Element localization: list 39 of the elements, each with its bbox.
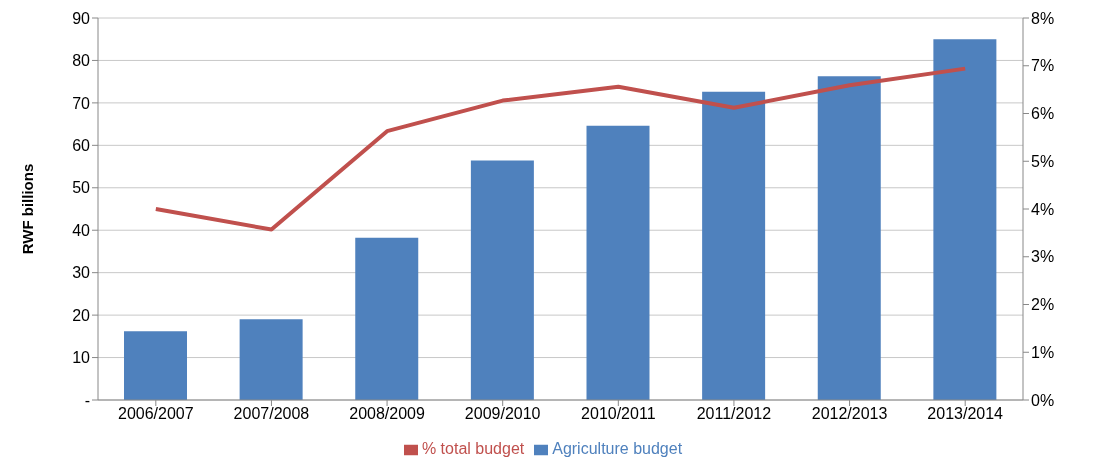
- y-tick-label: 10: [72, 349, 91, 367]
- y-tick-label: 70: [72, 94, 91, 112]
- y-tick-label: 30: [72, 264, 91, 282]
- legend-label: Agriculture budget: [552, 440, 683, 457]
- bar: [817, 76, 881, 400]
- bar: [933, 39, 997, 400]
- bar: [124, 331, 187, 400]
- x-tick-label: 2012/2013: [811, 405, 888, 423]
- bar: [586, 125, 650, 400]
- y2-tick-label: 4%: [1031, 200, 1055, 218]
- y-tick-label: 80: [72, 52, 91, 70]
- y-tick-label: 40: [72, 221, 91, 239]
- legend-label: % total budget: [421, 440, 525, 457]
- y-tick-label: 50: [72, 179, 91, 197]
- y2-tick-label: 2%: [1031, 296, 1055, 314]
- x-tick-label: 2010/2011: [581, 405, 656, 423]
- y2-tick-label: 3%: [1031, 248, 1055, 266]
- bar: [470, 160, 534, 400]
- x-tick-label: 2009/2010: [464, 405, 541, 423]
- y2-tick-label: 8%: [1031, 9, 1055, 27]
- bar: [702, 91, 766, 400]
- y-tick-label: 90: [72, 9, 91, 27]
- bar: [355, 237, 419, 400]
- x-tick-label: 2013/2014: [927, 405, 1004, 423]
- y2-tick-label: 5%: [1031, 152, 1055, 170]
- x-tick-label: 2011/2012: [696, 405, 772, 423]
- x-tick-label: 2008/2009: [349, 405, 425, 423]
- line-series: [153, 66, 968, 232]
- y-axis-title: RWF billions: [19, 163, 37, 255]
- y2-tick-label: 0%: [1031, 391, 1055, 409]
- x-tick-label: 2006/2007: [117, 405, 194, 423]
- y2-tick-label: 6%: [1031, 105, 1055, 123]
- y-tick-label: 20: [72, 306, 91, 324]
- y-tick-label: 60: [72, 137, 91, 155]
- y2-tick-label: 1%: [1031, 343, 1055, 361]
- x-tick-label: 2007/2008: [233, 405, 310, 423]
- bar: [239, 319, 303, 400]
- y-tick-label: -: [84, 391, 90, 409]
- y2-tick-label: 7%: [1031, 57, 1055, 75]
